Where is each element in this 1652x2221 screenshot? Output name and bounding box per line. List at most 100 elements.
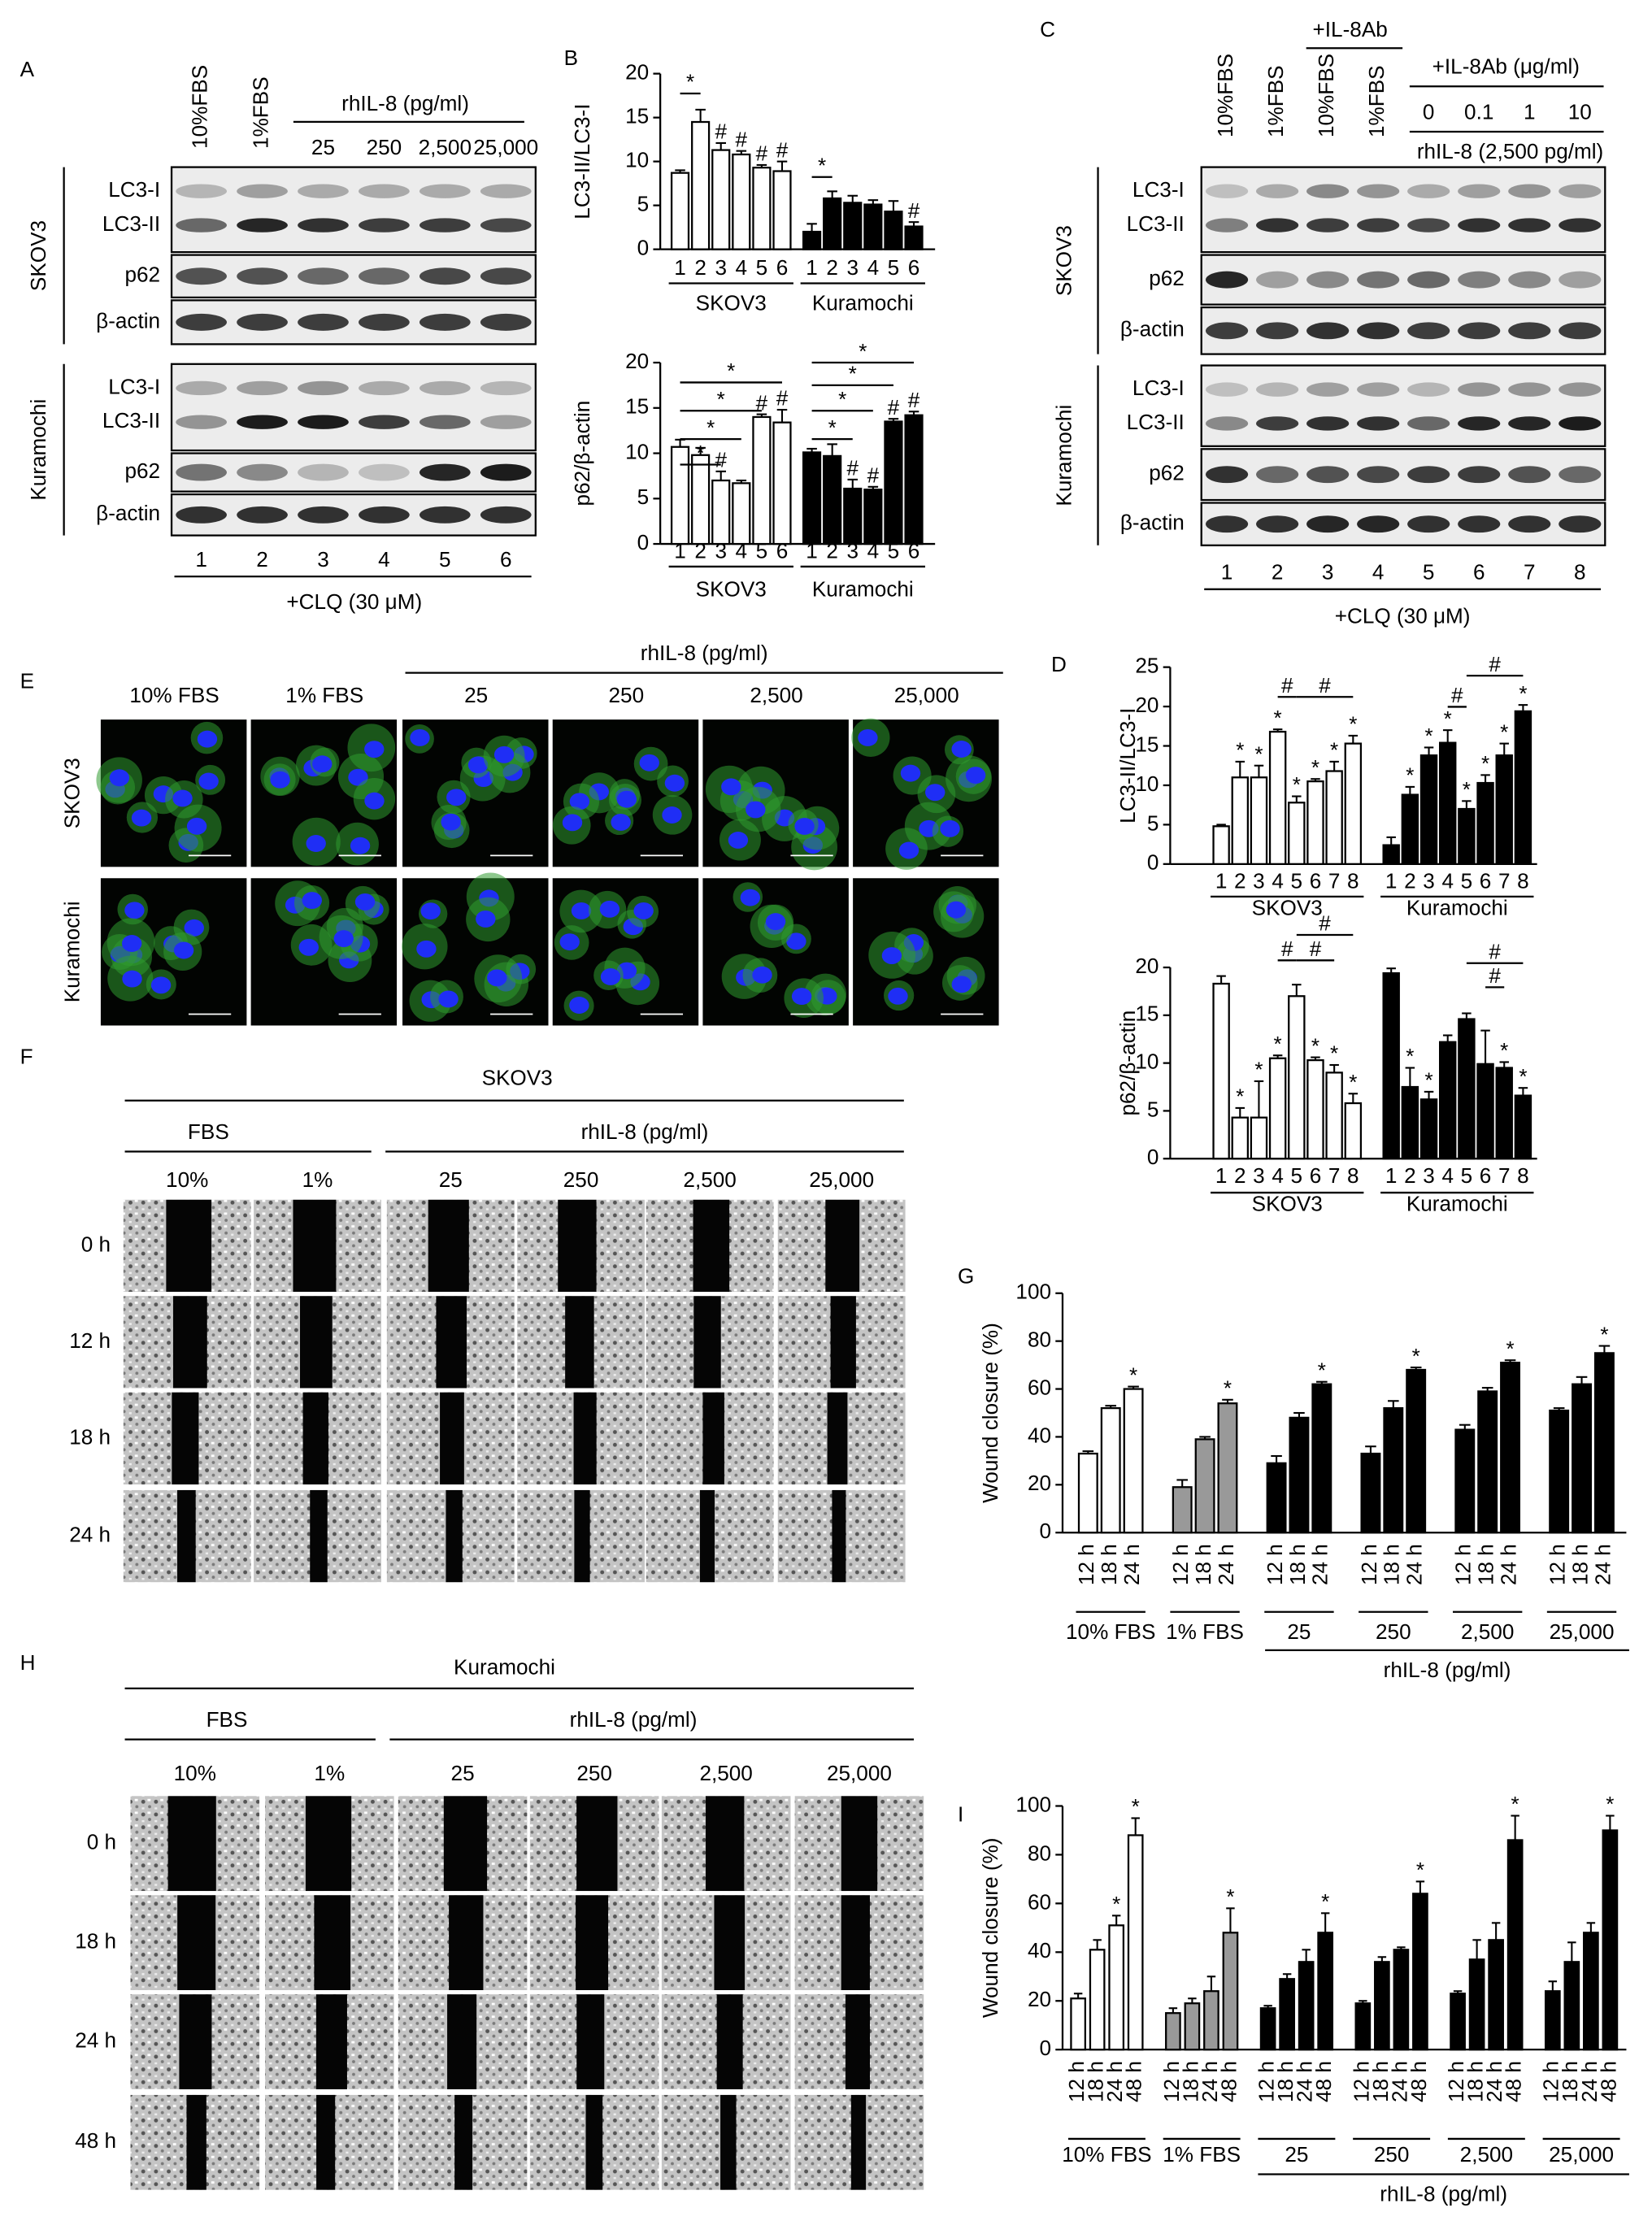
blot-footer: +CLQ (30 μM) (286, 589, 422, 614)
bar (752, 415, 772, 545)
blot-band (1256, 271, 1299, 289)
wound-gap (699, 1489, 715, 1583)
significance-marker: * (1511, 1792, 1519, 1816)
blot-frame (170, 493, 537, 537)
blot-band (419, 313, 471, 331)
wound-image (130, 1994, 260, 2089)
x-tick-label: 5 (1291, 868, 1303, 893)
wound-image (794, 1895, 924, 1990)
panel-letter: A (20, 57, 35, 81)
blot-row-label: β-actin (1120, 317, 1185, 341)
blot-band (1508, 466, 1551, 484)
bar (1593, 1352, 1615, 1534)
row-label: Kuramochi (60, 901, 85, 1002)
nucleus (639, 754, 659, 771)
y-tick-label: 10 (1135, 771, 1159, 796)
x-tick-label: 48 h (1596, 2061, 1620, 2102)
nucleus (746, 801, 766, 819)
blot-band (176, 218, 227, 233)
lane-number: 4 (378, 547, 390, 572)
significance-marker: * (1463, 777, 1471, 802)
panel-letter: C (1040, 17, 1055, 41)
nucleus (438, 990, 459, 1008)
blot-band (298, 267, 349, 285)
wound-gap (177, 1895, 216, 1990)
blot-band (1206, 322, 1249, 340)
y-tick-label: 0 (637, 530, 650, 554)
blot-frame (1200, 166, 1606, 254)
nucleus (946, 901, 967, 919)
row-label: 48 h (75, 2128, 116, 2153)
nucleus (172, 789, 193, 807)
x-tick-label: 7 (1498, 1163, 1511, 1188)
blot-row-label: p62 (125, 263, 161, 287)
blot-band (359, 463, 410, 481)
blot-band (359, 313, 410, 331)
wound-image (517, 1392, 645, 1484)
lane-number: 2 (1272, 560, 1284, 585)
nucleus (312, 755, 333, 773)
y-tick-label: 40 (1028, 1423, 1051, 1447)
lane-header: 10%FBS (1314, 54, 1338, 137)
blot-frame (170, 363, 537, 452)
blot-band (1407, 416, 1450, 431)
micrograph (96, 719, 247, 867)
column-label: 250 (609, 683, 645, 707)
x-tick-label: 24 h (1482, 2061, 1506, 2102)
blot-row-label: LC3-II (102, 211, 160, 236)
nucleus (350, 837, 371, 854)
blot-band (237, 506, 288, 524)
row-label: 18 h (69, 1424, 111, 1449)
x-tick-label: 24 h (1590, 1544, 1615, 1585)
group-title: rhIL-8 (pg/ml) (581, 1119, 709, 1144)
group-label: 25,000 (1550, 1619, 1615, 1644)
blot-band (298, 463, 349, 481)
bracket-label: # (1319, 673, 1331, 698)
blot-row-label: LC3-II (102, 408, 160, 432)
lane-number: 3 (1322, 560, 1334, 585)
blot-band (1357, 271, 1400, 289)
x-tick-label: 6 (1310, 1163, 1322, 1188)
bar (1406, 1368, 1427, 1534)
wound-image (777, 1296, 906, 1389)
blot-band (1306, 271, 1350, 289)
bar (691, 454, 711, 545)
x-tick-label: 24 h (1496, 1544, 1520, 1585)
x-tick-label: 3 (1253, 868, 1265, 893)
bar (1393, 1949, 1410, 2051)
bar (1306, 780, 1324, 865)
significance-marker: # (715, 448, 727, 472)
nucleus (487, 969, 507, 987)
significance-marker: * (1506, 1337, 1514, 1361)
nucleus (441, 813, 461, 831)
wound-gap (172, 1392, 199, 1484)
bar (1279, 1978, 1295, 2051)
bracket-label: * (828, 415, 837, 440)
bar (1382, 844, 1400, 865)
bar (670, 172, 690, 250)
wound-gap (179, 1994, 212, 2089)
blot-band (1357, 466, 1400, 484)
wound-image (265, 2094, 394, 2190)
significance-marker: * (1519, 681, 1527, 706)
panel-letter: F (20, 1044, 33, 1068)
treatment-label: rhIL-8 (2,500 pg/ml) (1417, 139, 1603, 163)
bar (1514, 1094, 1532, 1160)
x-tick-label: 12 h (1545, 1544, 1570, 1585)
micrograph (402, 872, 549, 1026)
wound-gap (573, 1392, 597, 1484)
x-tick-label: 4 (867, 538, 880, 563)
wound-image (517, 1199, 645, 1293)
x-tick-label: 7 (1328, 868, 1341, 893)
column-label: 2,500 (750, 683, 802, 707)
blot-band (1306, 382, 1350, 397)
wound-gap (454, 2094, 473, 2190)
cell-line-title: Kuramochi (454, 1654, 555, 1679)
blot-band (419, 463, 471, 481)
lane-number: 2 (256, 547, 268, 572)
lane-number: 6 (1473, 560, 1485, 585)
nucleus (364, 741, 385, 758)
blot-row-label: p62 (1149, 461, 1185, 485)
bar (1325, 770, 1343, 865)
wound-gap (693, 1296, 721, 1389)
